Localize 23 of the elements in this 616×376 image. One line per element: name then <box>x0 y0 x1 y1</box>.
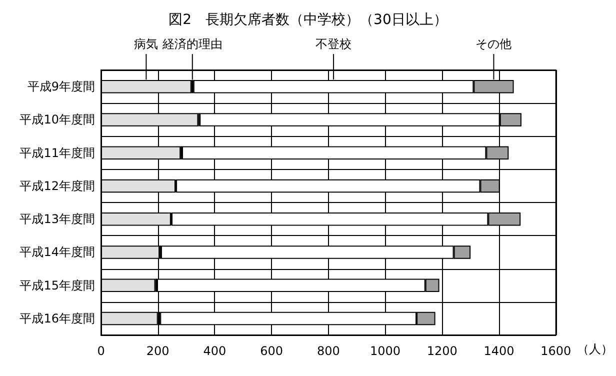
x-axis-title: （人） <box>577 342 613 356</box>
x-tick-label: 1600 <box>540 344 572 358</box>
text: 不登校 <box>316 37 352 51</box>
y-tick-label: 平成11年度間 <box>20 146 95 160</box>
text: 経済的理由 <box>161 37 222 51</box>
y-tick-label: 平成15年度間 <box>20 278 95 292</box>
x-tick-label: 0 <box>97 344 105 358</box>
y-tick-label: 平成9年度間 <box>27 80 95 94</box>
text: 病気 <box>134 37 158 51</box>
y-tick-label: 平成10年度間 <box>20 112 95 127</box>
text: その他 <box>476 37 512 51</box>
y-tick-label: 平成12年度間 <box>20 178 95 193</box>
chart-title: 図2 長期欠席者数（中学校）（30日以上） <box>168 12 448 28</box>
x-tick-label: 1200 <box>426 344 458 358</box>
x-tick-label: 200 <box>146 344 170 358</box>
x-tick-label: 1000 <box>370 344 401 358</box>
x-tick-label: 800 <box>316 344 340 358</box>
x-tick-label: 1400 <box>484 344 514 358</box>
x-tick-label: 600 <box>260 344 284 358</box>
y-tick-label: 平成13年度間 <box>20 212 95 226</box>
y-tick-label: 平成14年度間 <box>20 245 95 260</box>
x-tick-label: 400 <box>203 344 226 358</box>
y-tick-label: 平成16年度間 <box>20 311 95 326</box>
